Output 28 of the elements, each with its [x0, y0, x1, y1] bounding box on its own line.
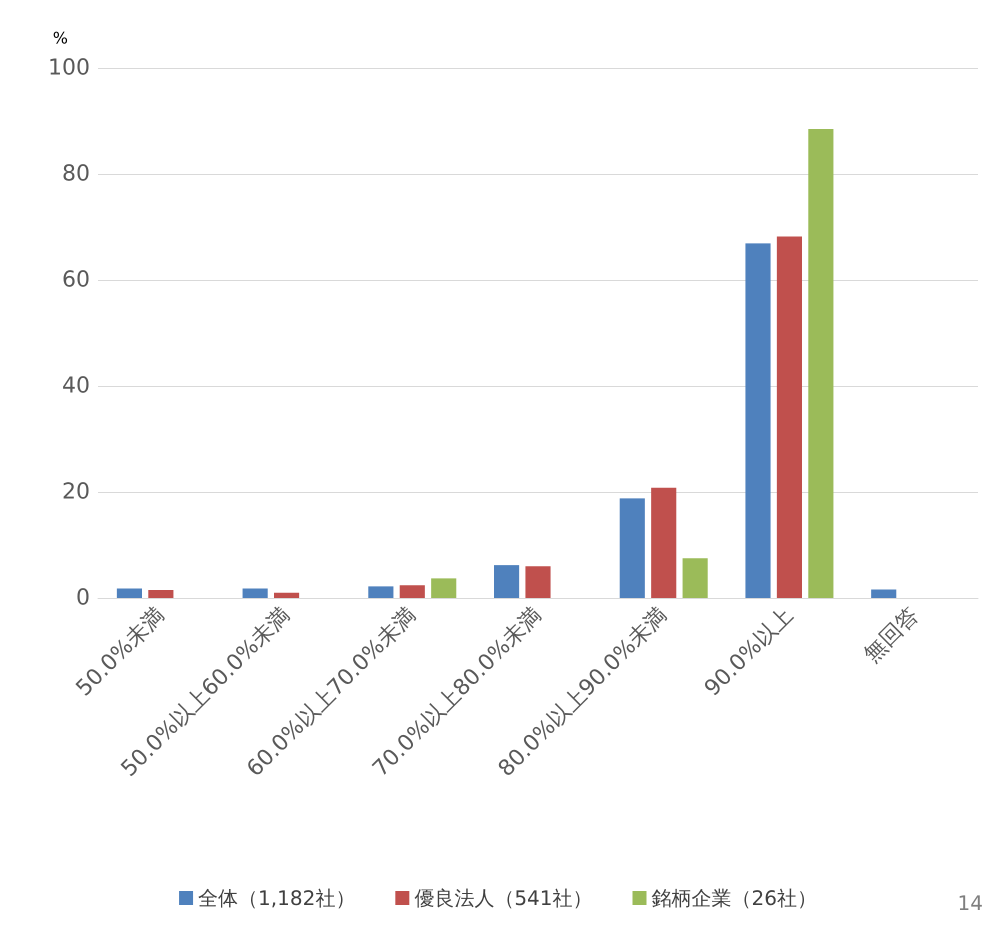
bar	[274, 592, 300, 598]
bar	[494, 565, 520, 598]
y-tick-label: 40	[62, 374, 90, 398]
bar	[620, 498, 645, 598]
bar	[808, 128, 834, 598]
bar	[431, 578, 456, 598]
legend-label: 全体（1,182社）	[198, 886, 356, 910]
legend-label: 優良法人（541社）	[414, 886, 593, 910]
bar	[745, 243, 771, 598]
bar	[682, 558, 708, 598]
bar	[525, 566, 551, 598]
y-tick-label: 80	[62, 162, 90, 186]
bar	[368, 586, 394, 598]
bar	[116, 588, 142, 598]
bar	[148, 590, 174, 598]
bar	[242, 588, 268, 598]
y-axis-title: %	[52, 28, 68, 48]
y-tick-label: 60	[62, 268, 90, 292]
bar	[400, 585, 425, 598]
bar	[651, 488, 676, 598]
text: 14	[958, 891, 984, 915]
bar	[776, 236, 802, 598]
y-tick-label: 0	[76, 586, 90, 610]
legend-label: 銘柄企業（26社）	[651, 886, 817, 910]
y-tick-label: 20	[62, 480, 90, 504]
y-tick-label: 100	[48, 56, 90, 80]
bar	[871, 590, 896, 598]
x-tick-label: 無回答	[860, 603, 924, 668]
